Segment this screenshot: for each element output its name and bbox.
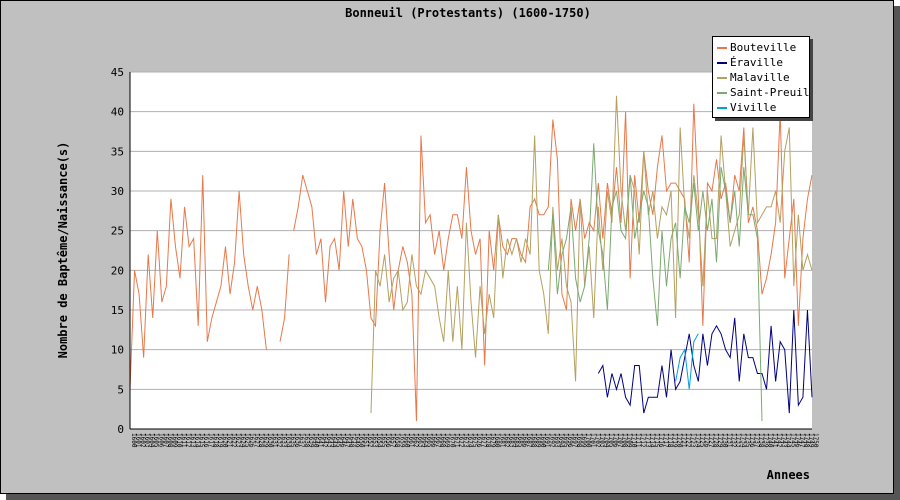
chart-title: Bonneuil (Protestants) (1600-1750) [345, 6, 591, 20]
y-tick-label: 30 [111, 185, 124, 198]
y-tick-label: 5 [117, 383, 124, 396]
y-tick-label: 35 [111, 145, 124, 158]
legend-label: Bouteville [730, 41, 796, 54]
y-tick-label: 25 [111, 225, 124, 238]
legend-swatch [717, 47, 727, 49]
legend-item-bouteville: Bouteville [717, 40, 796, 55]
x-tick-label: 1750 [812, 433, 819, 448]
y-tick-label: 10 [111, 344, 124, 357]
y-tick-label: 40 [111, 106, 124, 119]
legend-label: Éraville [730, 56, 783, 69]
y-tick-labels: 0 5 10 15 20 25 30 35 40 45 [111, 66, 124, 436]
plot-area [130, 72, 812, 429]
legend-item-eraville: Éraville [717, 55, 783, 70]
x-tick-labels: 1600160116021603160416051606160716081609… [130, 433, 819, 448]
legend: Bouteville Éraville Malaville Saint-Preu… [712, 36, 810, 118]
legend-swatch [717, 77, 727, 79]
legend-swatch [717, 62, 727, 64]
legend-label: Malaville [730, 71, 790, 84]
y-axis-label: Nombre de Baptême/Naissance(s) [56, 142, 70, 359]
legend-item-viville: Viville [717, 100, 776, 115]
legend-item-saint-preuil: Saint-Preuil [717, 85, 809, 100]
y-tick-label: 45 [111, 66, 124, 79]
legend-label: Viville [730, 101, 776, 114]
legend-item-malaville: Malaville [717, 70, 790, 85]
legend-swatch [717, 92, 727, 94]
y-tick-label: 15 [111, 304, 124, 317]
x-axis-label: Annees [767, 468, 810, 482]
legend-label: Saint-Preuil [730, 86, 809, 99]
legend-swatch [717, 107, 727, 109]
y-tick-label: 0 [117, 423, 124, 436]
y-tick-label: 20 [111, 264, 124, 277]
